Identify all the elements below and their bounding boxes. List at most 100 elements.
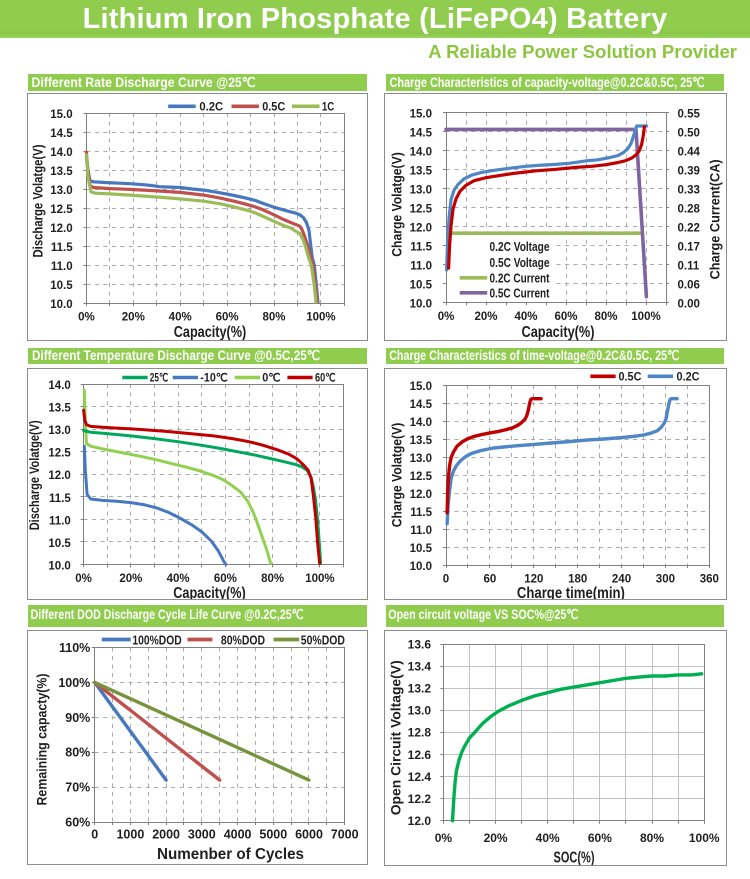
svg-text:100%: 100% xyxy=(305,573,334,585)
svg-text:13.5: 13.5 xyxy=(410,435,433,447)
svg-text:12.0: 12.0 xyxy=(410,489,432,501)
svg-text:60%: 60% xyxy=(554,311,577,323)
svg-text:SOC(%): SOC(%) xyxy=(554,850,595,865)
svg-text:60℃: 60℃ xyxy=(315,372,336,385)
svg-text:Capacity(%): Capacity(%) xyxy=(522,324,595,341)
svg-text:Charge Characteristics of tim: Charge Characteristics of time-voltage@0… xyxy=(389,348,679,363)
svg-text:13.2: 13.2 xyxy=(408,682,432,696)
svg-text:100%DOD: 100%DOD xyxy=(132,632,181,647)
svg-text:240: 240 xyxy=(612,574,631,586)
svg-text:Numenber of Cycles: Numenber of Cycles xyxy=(157,846,304,863)
svg-text:Discharge Volatge(V): Discharge Volatge(V) xyxy=(28,420,42,530)
svg-text:1000: 1000 xyxy=(116,828,144,842)
svg-text:40%: 40% xyxy=(167,573,190,585)
svg-text:11.0: 11.0 xyxy=(410,260,432,272)
svg-text:12.0: 12.0 xyxy=(50,223,72,235)
svg-text:0.5C Voltage: 0.5C Voltage xyxy=(490,255,550,270)
svg-text:13.0: 13.0 xyxy=(410,453,432,465)
svg-text:11.0: 11.0 xyxy=(51,261,73,273)
svg-text:80%: 80% xyxy=(262,312,285,324)
svg-text:Different Temperature Discharg: Different Temperature Discharge Curve @0… xyxy=(32,348,320,363)
svg-text:50%DOD: 50%DOD xyxy=(301,632,345,647)
svg-text:Capacity(%): Capacity(%) xyxy=(173,585,246,599)
svg-text:10.0: 10.0 xyxy=(410,561,432,573)
svg-text:40%: 40% xyxy=(514,311,537,323)
svg-text:13.0: 13.0 xyxy=(408,704,432,718)
svg-text:13.0: 13.0 xyxy=(410,184,432,196)
svg-text:0%: 0% xyxy=(78,312,95,324)
svg-text:0.2C: 0.2C xyxy=(677,372,700,384)
svg-text:100%: 100% xyxy=(631,311,660,323)
svg-text:0.11: 0.11 xyxy=(678,260,700,272)
svg-text:40%: 40% xyxy=(536,831,560,845)
svg-text:15.0: 15.0 xyxy=(410,381,432,393)
svg-text:100%: 100% xyxy=(689,831,720,845)
svg-text:0.17: 0.17 xyxy=(678,241,700,253)
svg-text:14.5: 14.5 xyxy=(410,399,433,411)
svg-text:7000: 7000 xyxy=(331,828,359,842)
svg-text:70%: 70% xyxy=(65,781,90,795)
svg-text:15.0: 15.0 xyxy=(50,109,72,121)
svg-text:80%: 80% xyxy=(65,746,90,760)
svg-text:14.0: 14.0 xyxy=(50,147,72,159)
svg-text:14.0: 14.0 xyxy=(410,417,432,429)
svg-text:0: 0 xyxy=(443,574,449,586)
svg-text:60%: 60% xyxy=(214,573,237,585)
svg-text:0.39: 0.39 xyxy=(678,165,700,177)
svg-text:Open Circuit Voltage(V): Open Circuit Voltage(V) xyxy=(389,660,404,815)
svg-text:Different Rate Discharge Curve: Different Rate Discharge Curve @25℃ xyxy=(32,74,256,90)
svg-text:14.0: 14.0 xyxy=(48,380,70,392)
svg-text:0.44: 0.44 xyxy=(678,146,701,158)
svg-text:11.5: 11.5 xyxy=(49,493,71,505)
svg-text:Different DOD Discharge Cycle: Different DOD Discharge Cycle Life Curve… xyxy=(31,606,304,622)
svg-text:25℃: 25℃ xyxy=(150,372,168,385)
svg-text:0.06: 0.06 xyxy=(678,279,700,291)
svg-text:13.0: 13.0 xyxy=(48,425,70,437)
svg-text:20%: 20% xyxy=(484,831,508,845)
svg-text:10.5: 10.5 xyxy=(410,543,433,555)
svg-text:14.0: 14.0 xyxy=(410,146,432,158)
svg-text:20%: 20% xyxy=(122,312,145,324)
svg-text:10.0: 10.0 xyxy=(48,560,70,572)
svg-text:60%: 60% xyxy=(65,816,90,830)
svg-text:40%: 40% xyxy=(169,312,192,324)
svg-text:0.5C: 0.5C xyxy=(262,102,285,114)
svg-text:11.5: 11.5 xyxy=(410,507,432,519)
svg-text:Charge time(min): Charge time(min) xyxy=(517,585,625,599)
svg-text:Charge Characteristics of cap: Charge Characteristics of capacity-volta… xyxy=(390,74,705,90)
svg-text:0.00: 0.00 xyxy=(678,298,700,310)
svg-text:0.33: 0.33 xyxy=(678,184,700,196)
svg-text:12.5: 12.5 xyxy=(50,204,73,216)
svg-text:0%: 0% xyxy=(75,573,92,585)
svg-text:0%: 0% xyxy=(435,831,453,845)
svg-text:1C: 1C xyxy=(322,102,334,114)
svg-text:11.0: 11.0 xyxy=(49,515,71,527)
svg-text:11.5: 11.5 xyxy=(51,242,73,254)
svg-text:12.2: 12.2 xyxy=(408,792,432,806)
svg-text:Charge Volatge(V): Charge Volatge(V) xyxy=(390,152,405,257)
svg-text:0.2C Current: 0.2C Current xyxy=(490,271,551,286)
svg-text:300: 300 xyxy=(656,574,675,586)
svg-text:12.0: 12.0 xyxy=(48,470,70,482)
svg-text:14.5: 14.5 xyxy=(410,127,433,139)
svg-text:10.0: 10.0 xyxy=(50,299,72,311)
svg-text:0.5C: 0.5C xyxy=(619,372,642,384)
svg-text:Discharge Volatge(V): Discharge Volatge(V) xyxy=(31,145,46,258)
svg-text:60: 60 xyxy=(484,574,497,586)
svg-text:Charge Current(CA): Charge Current(CA) xyxy=(707,159,723,279)
svg-text:0: 0 xyxy=(91,828,98,842)
svg-text:12.6: 12.6 xyxy=(408,748,432,762)
svg-text:0.2C: 0.2C xyxy=(199,102,223,114)
svg-text:12.0: 12.0 xyxy=(408,814,432,828)
svg-text:Remaining capacty(%): Remaining capacty(%) xyxy=(34,674,50,806)
svg-text:12.4: 12.4 xyxy=(408,770,432,784)
svg-text:80%: 80% xyxy=(640,831,664,845)
svg-text:0℃: 0℃ xyxy=(262,372,280,385)
svg-text:13.0: 13.0 xyxy=(50,185,72,197)
svg-text:80%: 80% xyxy=(261,573,284,585)
svg-text:0.28: 0.28 xyxy=(678,203,701,215)
svg-text:Open circuit voltage VS SOC%@2: Open circuit voltage VS SOC%@25℃ xyxy=(389,606,579,622)
svg-text:13.5: 13.5 xyxy=(50,166,73,178)
svg-text:0.5C Current: 0.5C Current xyxy=(490,286,551,301)
svg-text:3000: 3000 xyxy=(188,828,216,842)
